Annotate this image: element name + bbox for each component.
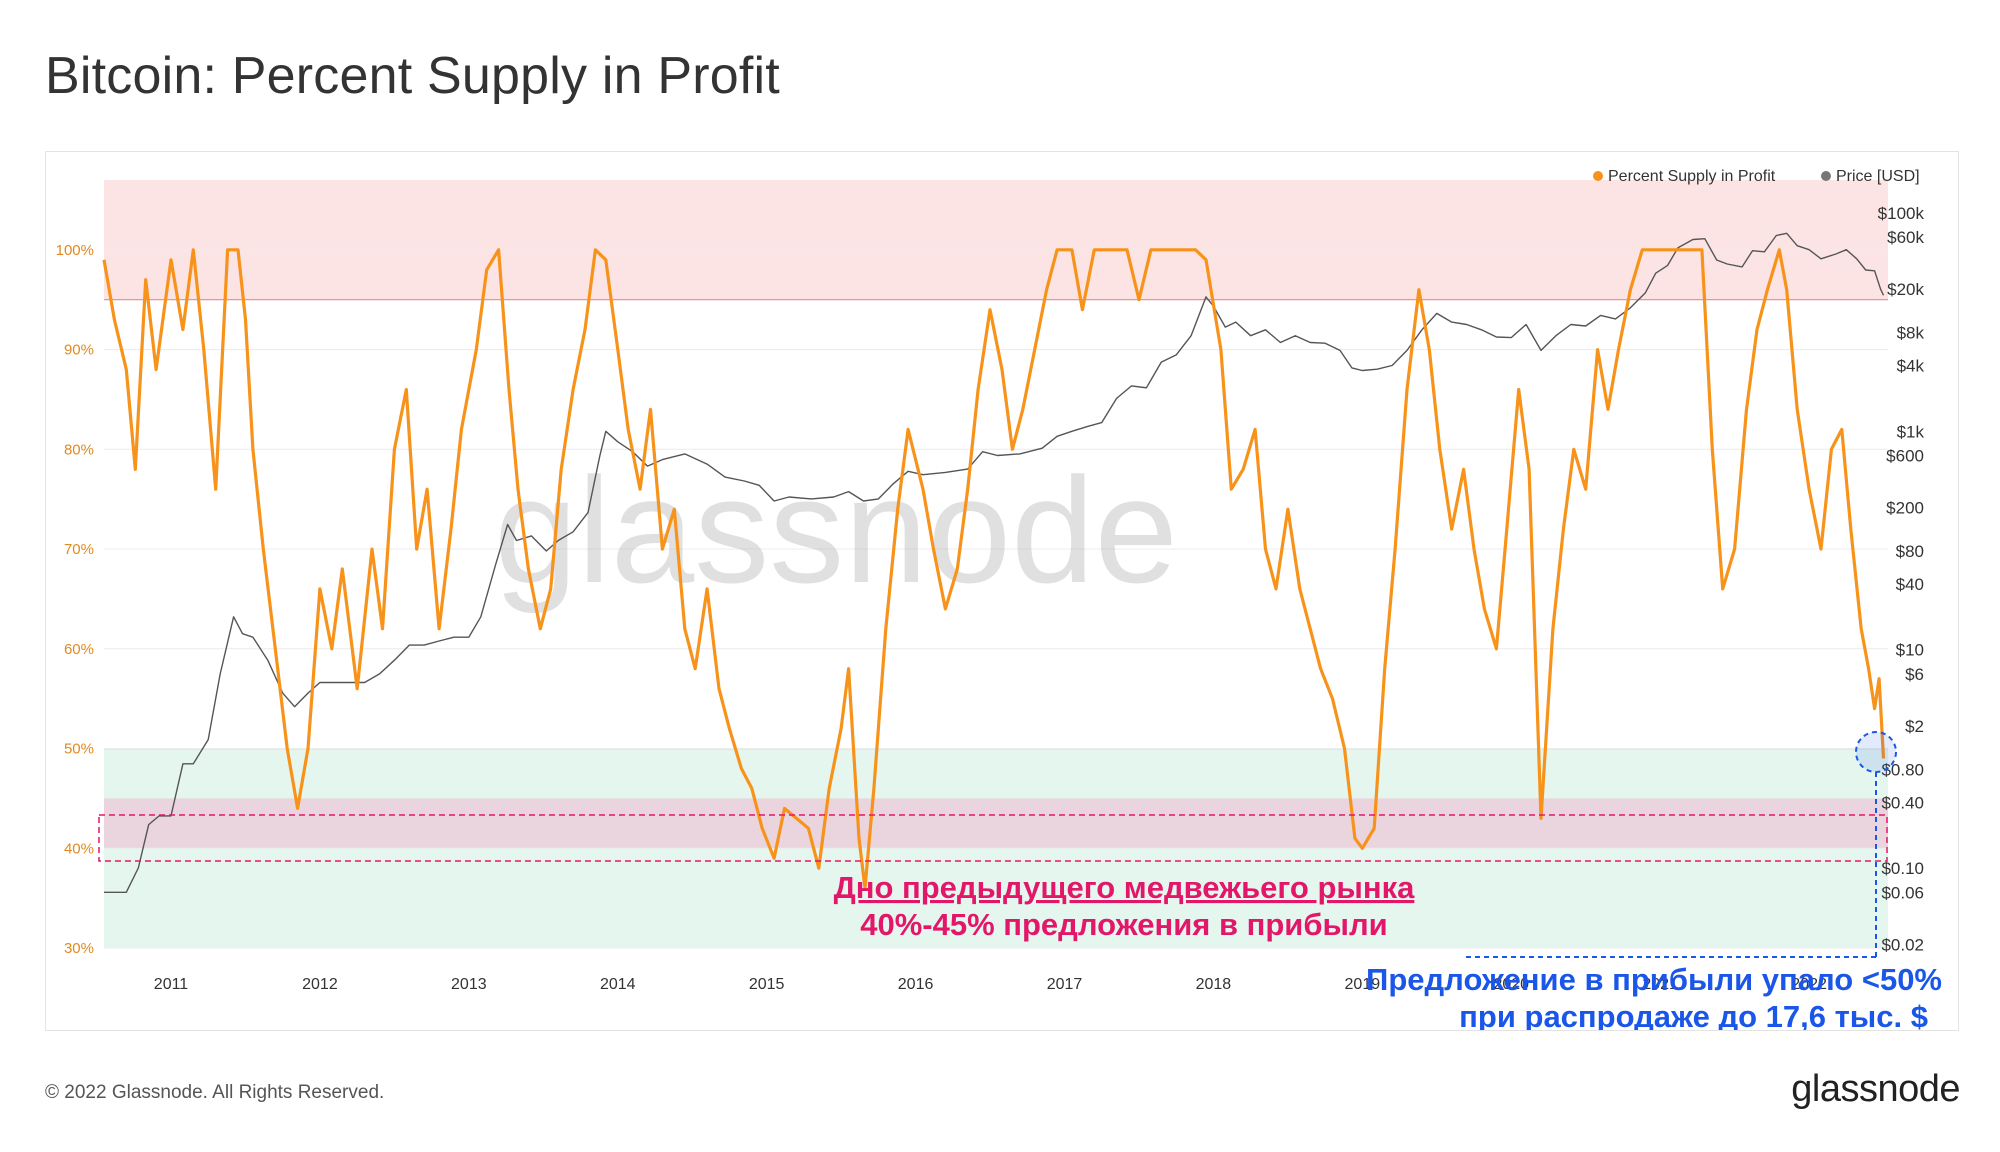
legend-supply-label: Percent Supply in Profit (1608, 168, 1776, 185)
y-left-tick-label: 100% (56, 242, 94, 259)
y-right-tick-label: $60k (1887, 228, 1924, 247)
y-left-tick-label: 50% (64, 741, 94, 758)
price-layer (104, 232, 1885, 893)
y-right-tick-label: $0.40 (1881, 793, 1924, 812)
page-title: Bitcoin: Percent Supply in Profit (45, 47, 780, 105)
y-right-tick-label: $0.10 (1881, 859, 1924, 878)
y-left-tick-label: 70% (64, 541, 94, 558)
y-right-tick-label: $40 (1896, 575, 1924, 594)
y-right-tick-label: $0.06 (1881, 883, 1924, 902)
y-right-tick-label: $600 (1886, 446, 1924, 465)
footer-logo: glassnode (1791, 1068, 1960, 1110)
current-point-marker (1855, 731, 1897, 773)
legend-price-label: Price [USD] (1836, 168, 1920, 185)
supply-layer (102, 248, 1886, 890)
x-tick-label: 2017 (1047, 976, 1083, 993)
legend-price-dot (1821, 171, 1831, 181)
price-series-line (104, 232, 1885, 893)
y-right-tick-label: $1k (1897, 422, 1925, 441)
y-left-tick-label: 60% (64, 641, 94, 658)
x-tick-label: 2013 (451, 976, 487, 993)
x-tick-label: 2018 (1196, 976, 1232, 993)
xtick-layer: 2011 2012 2013 2014 2015 2016 2017 2018 2019 2020… (154, 976, 1827, 993)
current-annotation-line1: Предложение в прибыли упало <50% (1366, 962, 1942, 997)
ytick-right-layer: $0.02$0.06$0.10$0.40$0.80$2$6$10$40$80$2… (1878, 204, 1925, 954)
footer-copyright: © 2022 Glassnode. All Rights Reserved. (45, 1082, 385, 1103)
ytick-left-layer: 30% 40% 50% 60% 70% 80% 90% 100% (56, 242, 94, 957)
bottom-zone-outline (98, 814, 1888, 862)
current-annotation-line2: при распродаже до 17,6 тыс. $ (1459, 999, 1928, 1030)
y-right-tick-label: $8k (1897, 324, 1925, 343)
legend: Percent Supply in Profit Price [USD] (1593, 168, 1920, 185)
band-0 (104, 180, 1888, 300)
y-left-tick-label: 40% (64, 840, 94, 857)
y-right-tick-label: $100k (1878, 204, 1925, 223)
x-tick-label: 2021 (1642, 976, 1678, 993)
y-left-tick-label: 80% (64, 441, 94, 458)
grid-layer (104, 249, 1888, 949)
x-tick-label: 2011 (154, 976, 189, 993)
legend-supply-dot (1593, 171, 1603, 181)
x-tick-label: 2012 (302, 976, 338, 993)
y-right-tick-label: $4k (1897, 357, 1925, 376)
chart-frame: glassnode 30% 40% 50% 60% 70% 80% 90% 100% $0.0… (45, 151, 1959, 1031)
supply-series-line (102, 248, 1886, 890)
y-right-tick-label: $0.02 (1881, 935, 1924, 954)
y-left-tick-label: 90% (64, 342, 94, 359)
bottom-annotation-subtitle: 40%-45% предложения в прибыли (860, 907, 1387, 942)
x-tick-label: 2016 (898, 976, 934, 993)
x-tick-label: 2015 (749, 976, 785, 993)
x-tick-label: 2014 (600, 976, 636, 993)
bottom-annotation-title: Дно предыдущего медвежьего рынка (834, 870, 1415, 905)
y-right-tick-label: $6 (1905, 665, 1924, 684)
x-tick-label: 2022 (1791, 976, 1827, 993)
y-right-tick-label: $80 (1896, 542, 1924, 561)
y-left-tick-label: 30% (64, 940, 94, 957)
band-2 (104, 798, 1888, 849)
y-right-tick-label: $200 (1886, 499, 1924, 518)
x-tick-label: 2019 (1345, 976, 1381, 993)
y-right-tick-label: $10 (1896, 641, 1924, 660)
chart-svg: glassnode 30% 40% 50% 60% 70% 80% 90% 100% $0.0… (56, 168, 1942, 1030)
y-right-tick-label: $2 (1905, 717, 1924, 736)
watermark: glassnode (494, 446, 1178, 614)
x-tick-label: 2020 (1493, 976, 1529, 993)
y-right-tick-label: $20k (1887, 280, 1924, 299)
